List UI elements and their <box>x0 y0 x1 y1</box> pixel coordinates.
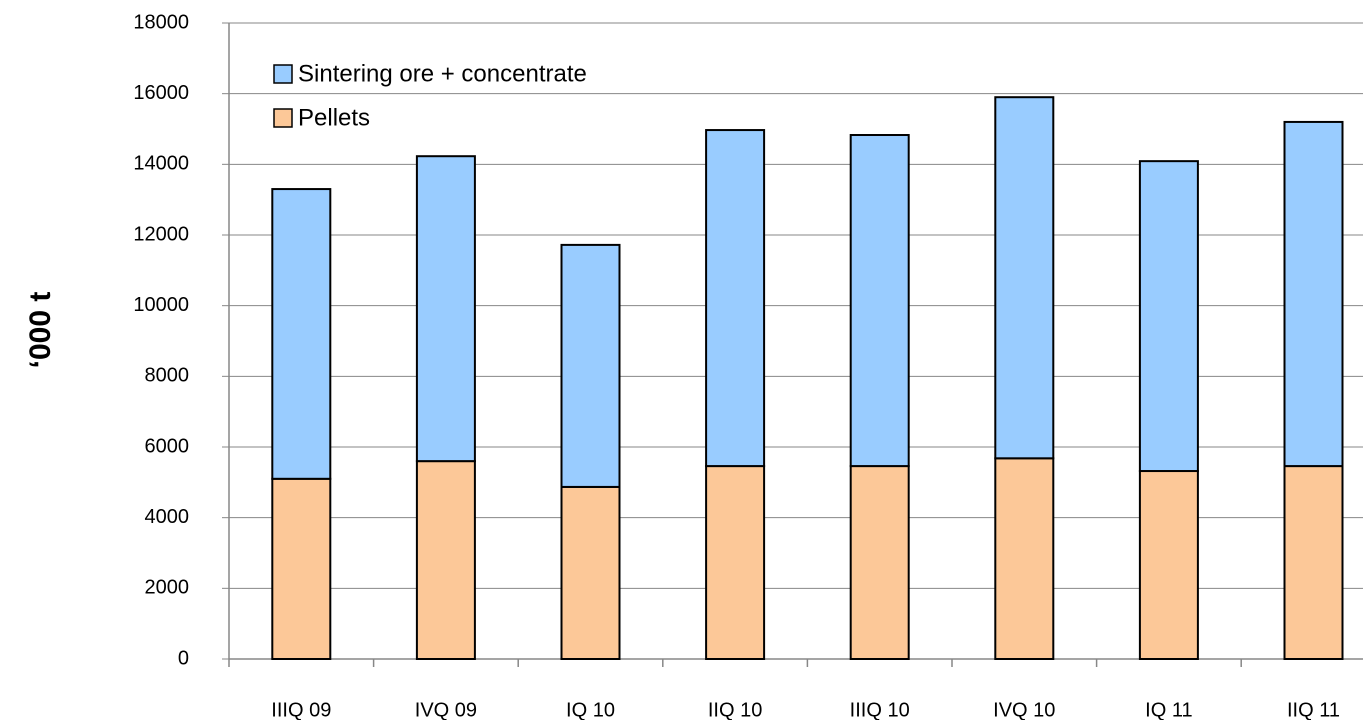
legend-swatch <box>273 64 293 84</box>
legend-swatch <box>273 108 293 128</box>
y-tick-label: 16000 <box>133 82 189 104</box>
y-tick-label: 8000 <box>145 365 190 387</box>
bar-segment <box>560 243 621 488</box>
legend-label: Pellets <box>298 104 370 131</box>
x-tick-label: IIIQ 09 <box>271 699 331 720</box>
bar-segment <box>1283 120 1344 468</box>
bar-segment <box>705 465 766 660</box>
x-tick-label: IVQ 10 <box>993 699 1055 720</box>
bar-segment <box>1283 465 1344 660</box>
legend-label: Sintering ore + concentrate <box>298 60 587 87</box>
y-tick-label: 12000 <box>133 223 189 245</box>
y-tick-label: 6000 <box>145 435 190 457</box>
bar-segment <box>271 477 332 660</box>
bar-segment <box>849 465 910 660</box>
bar-segment <box>1138 160 1199 473</box>
bar-segment <box>1138 470 1199 660</box>
bar-segment <box>271 188 332 480</box>
x-tick-label: IIQ 10 <box>708 699 762 720</box>
y-tick-label: 2000 <box>145 577 190 599</box>
y-tick-label: 14000 <box>133 153 189 175</box>
y-tick-label: 4000 <box>145 506 190 528</box>
x-tick-label: IQ 11 <box>1145 699 1192 720</box>
bar-segment <box>415 460 476 660</box>
y-tick-label: 18000 <box>133 11 189 33</box>
bar-segment <box>994 96 1055 460</box>
y-tick-label: 10000 <box>133 294 189 316</box>
bar-segment <box>849 134 910 468</box>
x-tick-label: IIIQ 10 <box>850 699 910 720</box>
y-axis-title: ‘000 t <box>24 292 57 369</box>
bar-segment <box>415 155 476 463</box>
bar-segment <box>560 485 621 660</box>
x-tick-label: IIQ 11 <box>1287 699 1340 720</box>
bar-segment <box>994 457 1055 660</box>
x-tick-label: IQ 10 <box>566 699 615 720</box>
y-tick-label: 0 <box>178 647 189 669</box>
x-tick-label: IVQ 09 <box>415 699 477 720</box>
bar-segment <box>705 129 766 468</box>
